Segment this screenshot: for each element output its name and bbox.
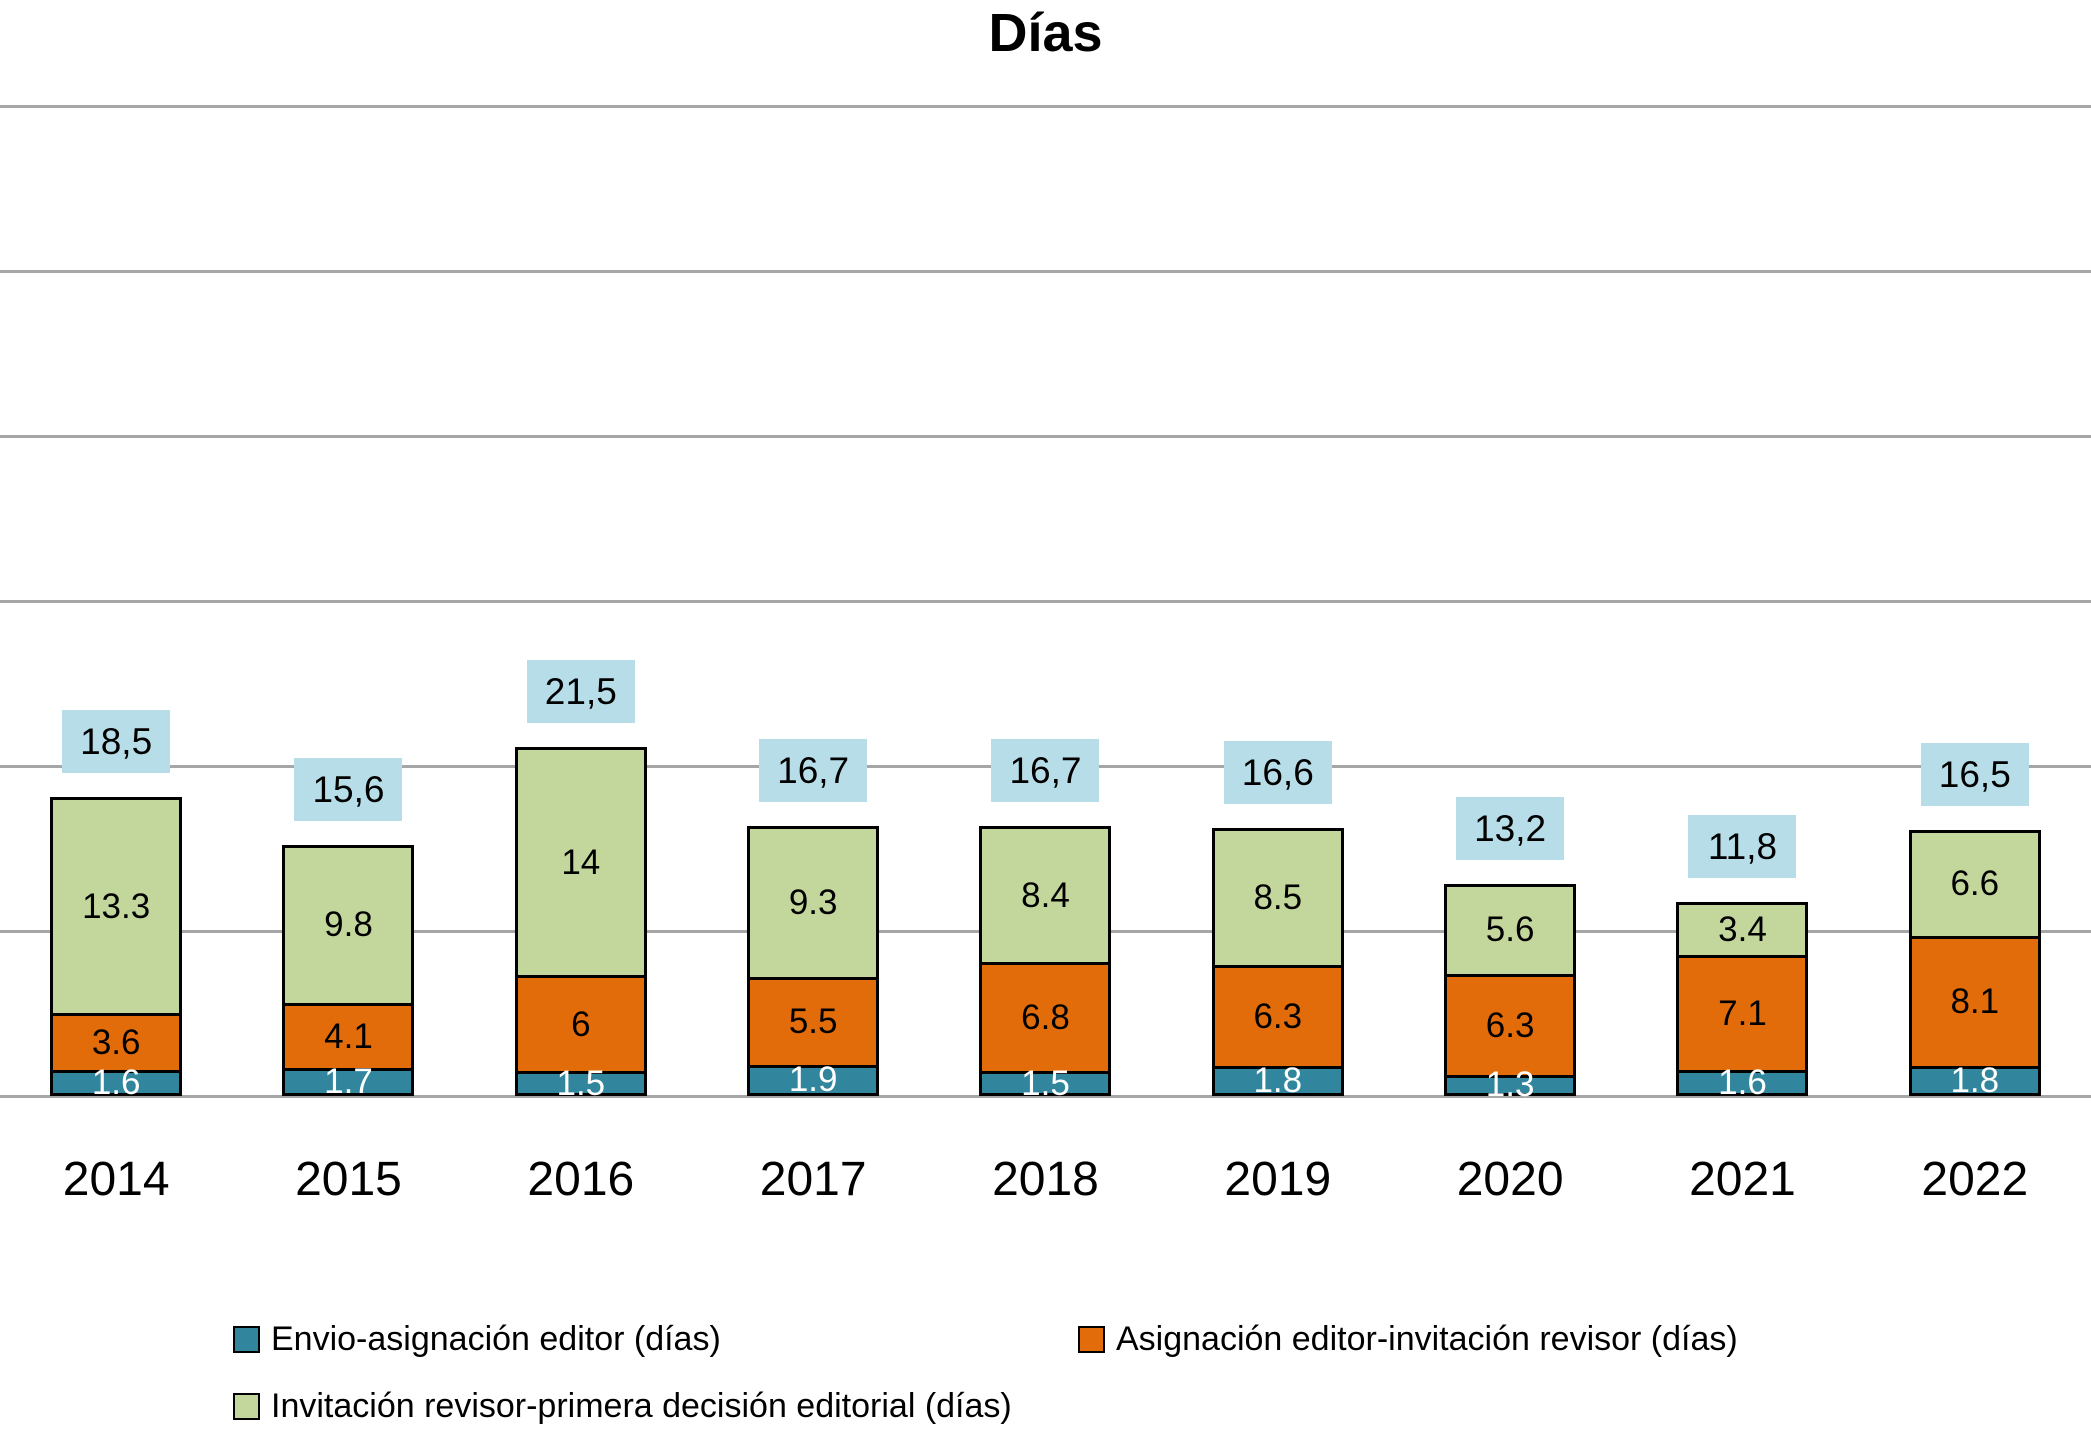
legend-swatch-icon [233,1392,260,1420]
bar-segment-teal-2015: 1.7 [282,1064,415,1099]
bar-segment-green-2014: 13.3 [50,796,183,1017]
bar-segment-teal-2014: 1.6 [50,1065,183,1100]
total-label-2018: 16,7 [991,739,1100,803]
gridline [0,105,2091,108]
bar-segment-orange-2021: 7.1 [1676,955,1809,1073]
legend-item: Envio-asignación editor (días) [233,1322,721,1356]
year-label-2017: 2017 [759,1153,867,1206]
year-label-2015: 2015 [295,1153,402,1206]
legend-swatch-icon [233,1325,260,1353]
bar-column-2022: 16,5 6.6 8.1 1.8 [1859,106,2091,1098]
total-label-2014: 18,5 [62,709,171,773]
bar-segment-green-2019: 8.5 [1211,828,1344,969]
bars-container: 18,5 13.3 3.6 1.6 15,6 9.8 4.1 1.7 21,5 14 6 1.5 16,… [0,106,2091,1103]
year-label-2014: 2014 [62,1153,170,1206]
legend-label: Asignación editor-invitación revisor (dí… [1116,1320,1738,1358]
total-label-2022: 16,5 [1920,742,2029,806]
year-label-2021: 2021 [1689,1153,1796,1206]
legend-label: Envio-asignación editor (días) [271,1320,721,1358]
total-label-2016: 21,5 [526,660,635,724]
total-label-2019: 16,6 [1223,741,1332,805]
bar-segment-teal-2020: 1.3 [1444,1067,1577,1103]
bar-segment-green-2015: 9.8 [282,844,415,1007]
bar-segment-orange-2015: 4.1 [282,1003,415,1071]
bar-segment-green-2017: 9.3 [747,826,880,980]
total-label-2020: 13,2 [1456,797,1565,861]
total-label-2017: 16,7 [759,739,868,803]
bar-column-2016: 21,5 14 6 1.5 [465,106,697,1100]
bar-segment-green-2016: 14 [514,747,647,979]
bar-segment-teal-2016: 1.5 [514,1066,647,1100]
gridline [0,600,2091,603]
chart-title: Días [988,3,1103,63]
bar-segment-teal-2021: 1.6 [1676,1065,1809,1100]
bar-segment-orange-2016: 6 [514,975,647,1075]
total-label-2015: 15,6 [294,757,403,821]
legend-swatch-icon [1078,1325,1105,1353]
bar-segment-teal-2018: 1.5 [979,1066,1112,1100]
bar-column-2018: 16,7 8.4 6.8 1.5 [929,106,1161,1100]
bar-column-2014: 18,5 13.3 3.6 1.6 [0,106,232,1100]
bar-segment-teal-2022: 1.8 [1908,1063,2041,1098]
year-label-2019: 2019 [1224,1153,1332,1206]
bar-segment-orange-2019: 6.3 [1211,965,1344,1070]
legend-label: Invitación revisor-primera decisión edit… [271,1387,1012,1425]
bar-segment-green-2022: 6.6 [1908,829,2041,939]
bar-segment-orange-2020: 6.3 [1444,973,1577,1078]
legend-item: Asignación editor-invitación revisor (dí… [1078,1322,1738,1356]
bar-segment-orange-2022: 8.1 [1908,935,2041,1070]
year-label-2018: 2018 [992,1153,1099,1206]
total-label-2021: 11,8 [1688,815,1797,879]
gridline [0,435,2091,438]
gridline [0,1095,2091,1098]
bar-segment-green-2020: 5.6 [1444,884,1577,977]
x-axis-labels: 2014 2015 2016 2017 2018 2019 2020 2021 2022 [0,1096,2091,1207]
bar-segment-orange-2018: 6.8 [979,962,1112,1075]
plot-area: 18,5 13.3 3.6 1.6 15,6 9.8 4.1 1.7 21,5 14 6 1.5 16,… [0,105,2091,1103]
bar-column-2021: 11,8 3.4 7.1 1.6 [1626,106,1858,1100]
bar-segment-teal-2019: 1.8 [1211,1063,1344,1098]
bar-column-2020: 13,2 5.6 6.3 1.3 [1394,106,1626,1103]
year-label-2020: 2020 [1456,1153,1564,1206]
legend-item: Invitación revisor-primera decisión edit… [233,1389,1012,1423]
bar-column-2015: 15,6 9.8 4.1 1.7 [232,106,464,1099]
bar-segment-orange-2017: 5.5 [747,976,880,1068]
bar-segment-green-2018: 8.4 [979,826,1112,966]
year-label-2016: 2016 [527,1153,635,1206]
bar-segment-teal-2017: 1.9 [747,1062,880,1098]
bar-column-2017: 16,7 9.3 5.5 1.9 [697,106,929,1098]
year-label-2022: 2022 [1921,1153,2029,1206]
gridline [0,270,2091,273]
bar-segment-green-2021: 3.4 [1676,902,1809,959]
bar-column-2019: 16,6 8.5 6.3 1.8 [1162,106,1394,1098]
